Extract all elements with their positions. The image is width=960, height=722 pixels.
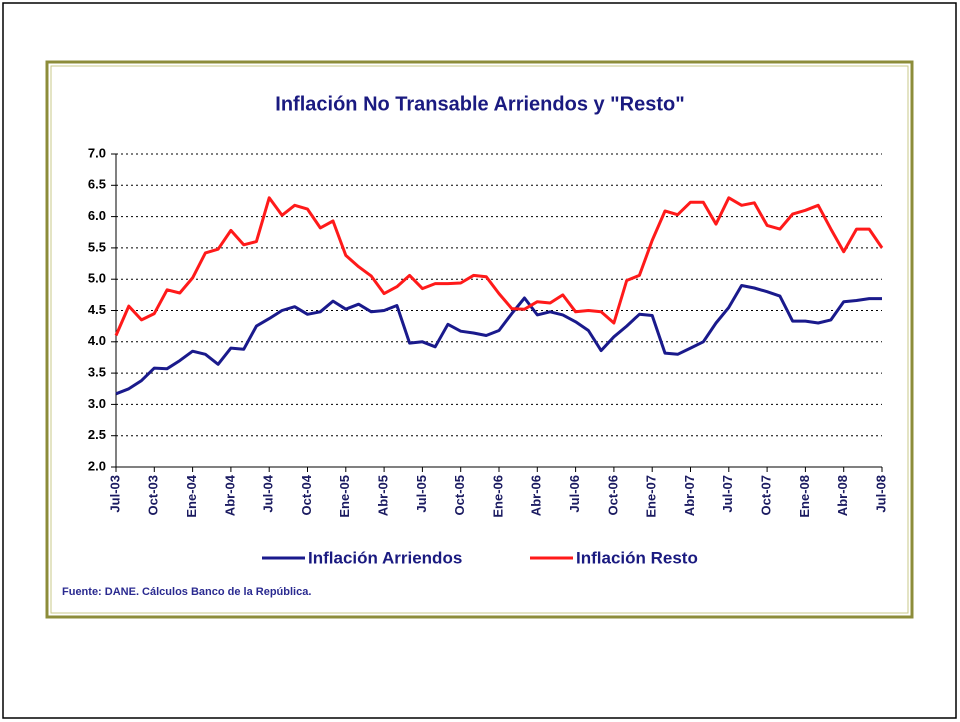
y-tick-label: 6.0 (88, 208, 106, 223)
x-tick-label: Oct-06 (605, 475, 620, 515)
legend-label: Inflación Resto (576, 548, 698, 567)
y-tick-label: 4.0 (88, 333, 106, 348)
chart-frame (45, 60, 914, 619)
source-note: Fuente: DANE. Cálculos Banco de la Repúb… (62, 586, 311, 598)
x-tick-label: Abr-06 (529, 475, 544, 516)
x-tick-label: Abr-05 (376, 475, 391, 516)
chart-title: Inflación No Transable Arriendos y "Rest… (275, 93, 684, 115)
legend-label: Inflación Arriendos (308, 548, 462, 567)
x-tick-label: Ene-06 (490, 475, 505, 518)
series-line (114, 196, 884, 337)
x-tick-label: Oct-05 (452, 475, 467, 515)
x-tick-label: Ene-08 (797, 475, 812, 518)
x-tick-label: Ene-05 (337, 475, 352, 518)
series-line (115, 284, 882, 396)
x-tick-label: Oct-03 (146, 475, 161, 515)
y-tick-label: 4.5 (88, 302, 106, 317)
chart-frame-inner (50, 65, 909, 614)
x-tick-label: Oct-04 (299, 474, 314, 515)
y-tick-label: 2.0 (88, 458, 106, 473)
x-tick-label: Jul-04 (261, 474, 276, 512)
x-tick-label: Ene-04 (184, 474, 199, 517)
x-tick-label: Abr-04 (222, 474, 237, 516)
y-tick-label: 7.0 (88, 145, 106, 160)
x-tick-label: Abr-08 (835, 475, 850, 516)
x-tick-label: Abr-07 (682, 475, 697, 516)
y-tick-label: 2.5 (88, 427, 106, 442)
x-tick-label: Jul-07 (720, 475, 735, 513)
x-tick-label: Jul-03 (107, 475, 122, 513)
x-tick-label: Jul-06 (567, 475, 582, 513)
y-tick-label: 6.5 (88, 177, 106, 192)
y-tick-label: 5.0 (88, 271, 106, 286)
x-tick-label: Jul-08 (873, 475, 888, 513)
x-tick-label: Ene-07 (644, 475, 659, 518)
y-tick-label: 3.5 (88, 365, 106, 380)
y-tick-label: 5.5 (88, 239, 106, 254)
x-tick-label: Jul-05 (414, 475, 429, 513)
x-tick-label: Oct-07 (759, 475, 774, 515)
y-tick-label: 3.0 (88, 396, 106, 411)
